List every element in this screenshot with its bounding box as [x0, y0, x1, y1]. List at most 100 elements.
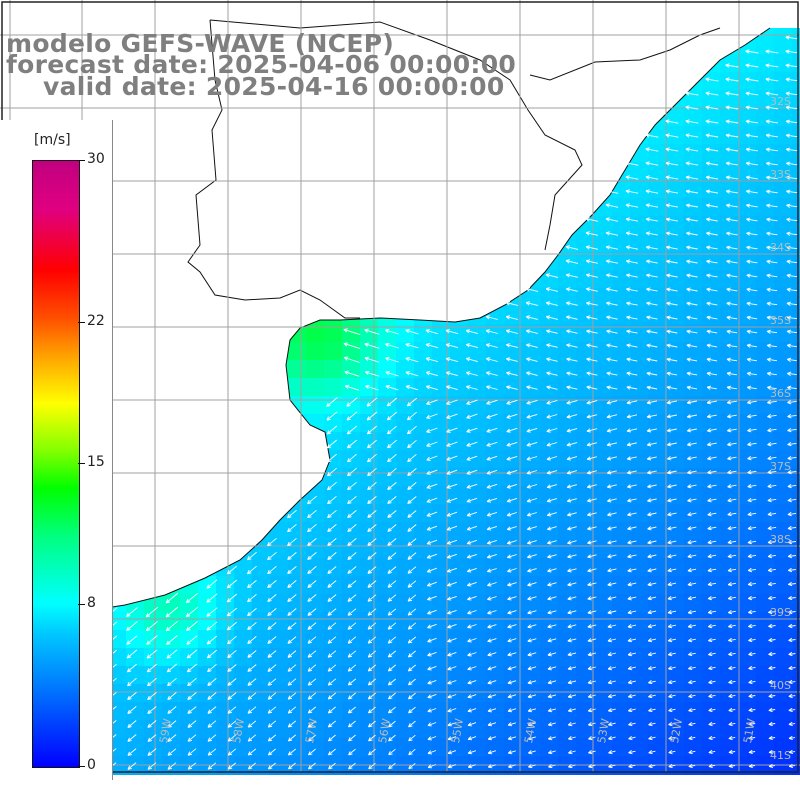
wind-cell	[216, 684, 235, 703]
wind-arrow	[327, 706, 336, 714]
wind-arrow	[685, 91, 699, 96]
wind-cell	[774, 288, 793, 307]
wind-cell	[468, 648, 487, 667]
wind-arrow	[407, 692, 416, 700]
wind-arrow	[668, 665, 676, 671]
wind-arrow	[746, 301, 758, 306]
wind-cell	[648, 378, 667, 397]
wind-arrow	[665, 175, 679, 180]
wind-arrow	[485, 315, 499, 320]
wind-cell	[180, 738, 199, 757]
wind-cell	[612, 198, 631, 217]
wind-cell	[792, 108, 800, 127]
wind-arrow	[207, 734, 217, 742]
wind-cell	[252, 702, 271, 721]
wind-cell	[468, 378, 487, 397]
wind-arrow	[506, 497, 518, 503]
wind-arrow	[546, 428, 558, 433]
wind-arrow	[387, 664, 396, 672]
wind-arrow	[607, 638, 617, 643]
wind-arrow	[467, 595, 477, 601]
wind-cell	[576, 270, 595, 289]
wind-cell	[180, 594, 199, 613]
wind-arrow	[766, 217, 778, 222]
wind-arrow	[706, 371, 718, 376]
wind-cell	[324, 720, 343, 739]
wind-arrow	[745, 133, 759, 138]
wind-arrow	[307, 650, 317, 658]
wind-arrow	[766, 371, 777, 376]
wind-arrow	[788, 665, 796, 671]
wind-arrow	[567, 624, 577, 629]
wind-arrow	[387, 636, 397, 644]
wind-cell	[666, 288, 685, 307]
wind-cell	[684, 270, 703, 289]
wind-arrow	[706, 301, 718, 306]
wind-arrow	[425, 371, 439, 377]
wind-arrow	[485, 343, 498, 348]
wind-arrow	[326, 439, 338, 449]
wind-cell	[342, 738, 361, 757]
wind-cell	[630, 540, 649, 559]
wind-cell	[612, 234, 631, 253]
wind-arrow	[646, 259, 658, 264]
wind-cell	[792, 306, 800, 325]
wind-arrow	[405, 371, 419, 377]
wind-arrow	[606, 456, 618, 461]
wind-arrow	[267, 650, 277, 658]
wind-arrow	[287, 552, 297, 561]
wind-arrow	[647, 526, 657, 531]
wind-cell	[342, 558, 361, 577]
wind-arrow	[727, 442, 737, 447]
wind-arrow	[606, 428, 618, 433]
wind-cell	[450, 414, 469, 433]
wind-arrow	[766, 287, 778, 292]
wind-cell	[720, 180, 739, 199]
wind-cell	[342, 684, 361, 703]
wind-arrow	[327, 692, 337, 700]
wind-arrow	[426, 455, 438, 461]
wind-cell	[684, 126, 703, 145]
wind-cell	[630, 720, 649, 739]
wind-arrow	[307, 720, 316, 728]
wind-cell	[612, 432, 631, 451]
wind-arrow	[526, 554, 537, 559]
wind-arrow	[267, 565, 277, 575]
wind-cell	[594, 684, 613, 703]
wind-cell	[792, 162, 800, 181]
wind-arrow	[487, 694, 497, 699]
wind-arrow	[426, 483, 438, 489]
wind-cell	[720, 666, 739, 685]
wind-arrow	[666, 301, 678, 306]
wind-arrow	[387, 692, 396, 700]
wind-cell	[684, 414, 703, 433]
wind-arrow	[726, 315, 738, 320]
wind-cell	[126, 738, 145, 757]
wind-arrow	[427, 736, 437, 741]
wind-cell	[792, 630, 800, 649]
wind-cell	[522, 630, 541, 649]
wind-arrow	[427, 623, 437, 629]
wind-cell	[720, 684, 739, 703]
wind-cell	[396, 648, 415, 667]
wind-arrow	[686, 414, 697, 419]
wind-arrow	[507, 596, 517, 601]
wind-arrow	[785, 133, 798, 138]
wind-arrow	[247, 593, 257, 603]
wind-cell	[720, 288, 739, 307]
wind-arrow	[227, 720, 237, 728]
wind-arrow	[227, 692, 237, 700]
wind-cell	[450, 594, 469, 613]
wind-cell	[522, 432, 541, 451]
wind-arrow	[487, 666, 497, 671]
wind-arrow	[527, 750, 536, 755]
wind-arrow	[287, 664, 297, 672]
wind-arrow	[507, 694, 517, 699]
wind-arrow	[267, 608, 277, 617]
wind-arrow	[207, 762, 217, 770]
wind-arrow	[267, 664, 277, 672]
wind-cell	[576, 414, 595, 433]
wind-cell	[414, 558, 433, 577]
wind-arrow	[728, 637, 736, 643]
wind-cell	[774, 72, 793, 91]
